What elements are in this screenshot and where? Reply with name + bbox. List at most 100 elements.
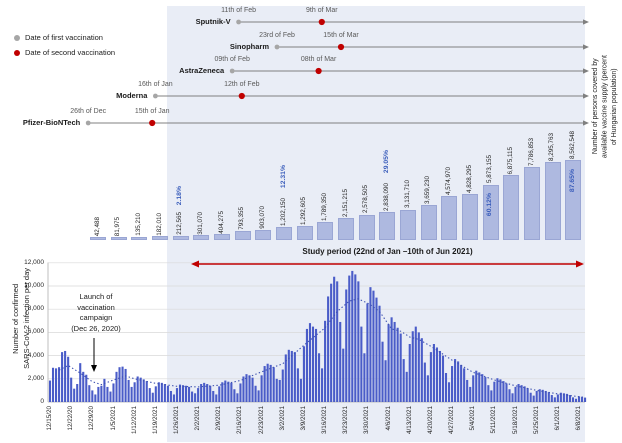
y-tick-label: 8,000: [27, 305, 44, 313]
epi-bar: [206, 384, 209, 402]
supply-value-label: 4,574,970: [444, 167, 452, 196]
study-period-label: Study period (22nd of Jan –10th of Jun 2…: [302, 247, 473, 256]
supply-pct-label: 2.18%: [176, 185, 184, 205]
epi-bar: [360, 326, 363, 402]
supply-pct-label: 29.05%: [382, 150, 390, 174]
epi-bar: [290, 350, 293, 402]
supply-bar: [276, 227, 293, 240]
epi-bar: [112, 383, 115, 402]
epi-bar: [194, 393, 197, 402]
supply-bar: [338, 218, 355, 240]
supply-bar: [131, 236, 148, 240]
supply-bar: [524, 167, 541, 240]
supply-bar: [441, 196, 458, 240]
epi-bar: [432, 344, 435, 402]
epi-bar: [151, 392, 154, 402]
epi-bar: [142, 379, 145, 402]
epi-bar: [378, 305, 381, 402]
epi-bar: [408, 344, 411, 402]
x-tick-label: 1/5/2021: [109, 406, 117, 431]
epi-bar: [278, 379, 281, 402]
supply-value-label: 8,295,763: [548, 133, 556, 162]
supply-bar: [400, 209, 417, 240]
timeline-arrowhead: [583, 44, 589, 50]
epi-bar: [254, 385, 257, 402]
epi-bar: [302, 346, 305, 402]
epi-bar: [136, 376, 139, 402]
epi-bar: [248, 375, 251, 402]
epi-bar: [145, 381, 148, 402]
epi-bar: [517, 384, 520, 402]
epi-bar: [321, 368, 324, 402]
epi-bar: [532, 395, 535, 402]
first-dose-dot: [229, 68, 235, 74]
epi-bar: [454, 359, 457, 402]
epi-bar: [484, 377, 487, 402]
epi-bar: [76, 384, 79, 402]
epi-bar: [402, 359, 405, 402]
timeline-arrowhead: [583, 93, 589, 99]
second-dose-dot: [238, 92, 245, 100]
epi-bar: [324, 320, 327, 402]
x-tick-label: 12/29/20: [88, 406, 96, 431]
epi-bar: [460, 364, 463, 402]
supply-value-label: 2,151,215: [341, 189, 349, 218]
epi-bar: [233, 389, 236, 402]
epi-bar: [469, 386, 472, 402]
epi-bar: [487, 385, 490, 402]
epi-bar: [417, 332, 420, 402]
epi-bar: [523, 386, 526, 402]
x-tick-label: 5/18/2021: [511, 406, 519, 435]
supply-pct-label: 12.31%: [279, 165, 287, 189]
epi-bar: [299, 378, 302, 402]
epi-bar: [447, 382, 451, 402]
epi-axis-title: Number of confirmed SARS-CoV-2 infection…: [11, 268, 31, 369]
y-tick-label: 4,000: [27, 351, 44, 359]
epi-bar: [100, 385, 103, 402]
x-tick-label: 3/23/2021: [342, 406, 350, 435]
epi-bar: [357, 281, 360, 402]
epi-bar: [139, 377, 142, 402]
epi-bar: [414, 326, 417, 402]
supply-bar: [462, 194, 479, 240]
epi-bar: [577, 396, 581, 402]
epi-bar: [272, 367, 275, 402]
supply-bar: [565, 160, 582, 240]
second-dose-date-label: 15th of Jan: [134, 108, 170, 115]
supply-value-label: 2,578,505: [362, 185, 370, 214]
epi-bar: [441, 355, 445, 402]
epi-bar: [154, 386, 157, 402]
epi-bar: [266, 363, 269, 402]
epi-bar: [124, 368, 127, 402]
epi-bar: [529, 392, 532, 402]
epi-bar: [148, 388, 151, 402]
supply-bar: [110, 237, 127, 240]
launch-arrow-head: [91, 365, 97, 372]
epi-bar: [505, 383, 508, 402]
epi-bar: [544, 390, 547, 402]
x-tick-label: 2/23/2021: [257, 406, 265, 435]
epi-bar: [61, 352, 64, 402]
epi-bar: [169, 390, 172, 402]
supply-value-label: 212,565: [176, 212, 184, 236]
supply-bar: [420, 204, 437, 240]
epi-bar: [478, 372, 481, 402]
epi-bar: [82, 371, 85, 402]
y-tick-label: 6,000: [27, 328, 44, 336]
epi-bar: [184, 385, 188, 402]
epi-bar: [230, 382, 233, 402]
supply-value-label: 135,210: [134, 213, 142, 236]
supply-bar: [482, 184, 499, 240]
x-tick-label: 12/15/20: [46, 406, 53, 431]
epi-bar: [311, 326, 315, 402]
epi-bar: [58, 367, 61, 402]
epi-bar: [251, 377, 254, 402]
supply-value-label: 8,562,548: [568, 130, 576, 159]
supply-value-label: 793,355: [238, 207, 246, 230]
epi-bar: [67, 356, 70, 402]
epi-bar: [327, 296, 330, 402]
epi-bar: [318, 353, 321, 402]
epi-bar: [97, 386, 100, 402]
supply-bar: [296, 226, 313, 240]
second-dose-legend-dot: [14, 49, 20, 56]
